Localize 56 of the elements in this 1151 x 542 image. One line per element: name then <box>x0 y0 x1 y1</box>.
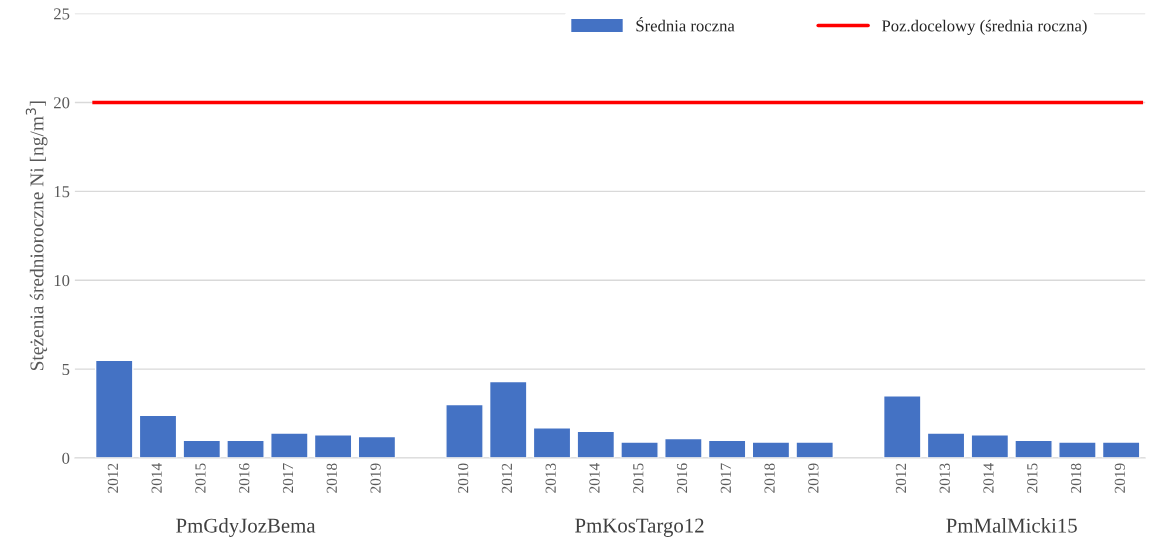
bar <box>970 434 1010 458</box>
bar <box>926 432 966 458</box>
x-tick-label: 2016 <box>676 463 688 493</box>
bar <box>313 434 353 458</box>
y-tick-label: 25 <box>54 8 70 20</box>
x-tick-label: 2015 <box>195 463 206 493</box>
x-tick-label: 2018 <box>764 463 775 493</box>
legend-label: Poz.docelowy (średnia roczna) <box>881 19 1087 35</box>
x-tick-label: 2014 <box>983 463 994 493</box>
bar <box>357 435 397 458</box>
x-tick-label: 2012 <box>895 463 907 493</box>
bar <box>751 441 791 458</box>
y-tick-label: 5 <box>62 363 70 376</box>
x-tick-label: 2019 <box>808 463 819 493</box>
bar <box>795 441 835 458</box>
x-tick-label: 2013 <box>939 463 950 493</box>
y-axis-title: Stężenia średnioroczne Ni [ng/m$^{3}$] <box>25 101 48 371</box>
x-tick-label: 2014 <box>151 463 162 493</box>
text: PmMalMicki15 <box>946 517 1077 533</box>
legend-label: Średnia roczna <box>636 17 735 32</box>
bar <box>707 439 747 458</box>
x-tick-label: 2015 <box>633 463 644 493</box>
x-tick-label: 2018 <box>1070 463 1082 493</box>
bar <box>882 395 922 458</box>
bar <box>1014 439 1053 458</box>
y-tick-label: 15 <box>54 186 70 198</box>
bar <box>94 359 134 458</box>
bar <box>226 439 265 458</box>
y-tick-label: 0 <box>62 452 70 464</box>
x-tick-label: 2017 <box>720 463 731 493</box>
text: PmGdyJozBema <box>176 517 316 537</box>
x-tick-label: 2015 <box>1027 463 1038 493</box>
x-tick-label: 2019 <box>370 463 381 493</box>
x-tick-label: 2017 <box>282 463 294 493</box>
y-tick-label: 20 <box>54 97 70 109</box>
bar <box>532 427 572 458</box>
bar <box>620 441 659 458</box>
text: PmKosTargo12 <box>575 518 704 537</box>
bar <box>1101 441 1141 458</box>
x-tick-label: 2012 <box>501 463 513 493</box>
bar <box>138 414 178 458</box>
bar <box>1058 441 1097 458</box>
bar <box>488 380 528 458</box>
x-tick-label: 2019 <box>1114 463 1125 493</box>
x-tick-label: 2012 <box>107 463 119 493</box>
bar <box>576 430 616 458</box>
x-tick-label: 2013 <box>545 463 556 493</box>
bar <box>182 439 222 458</box>
x-tick-label: 2014 <box>589 463 600 493</box>
bar <box>445 403 484 458</box>
bar <box>664 437 703 458</box>
bar <box>270 432 309 458</box>
x-tick-label: 2018 <box>326 463 337 493</box>
y-tick-label: 10 <box>54 274 70 287</box>
x-tick-label: 2016 <box>239 463 250 493</box>
x-tick-label: 2010 <box>457 463 469 493</box>
